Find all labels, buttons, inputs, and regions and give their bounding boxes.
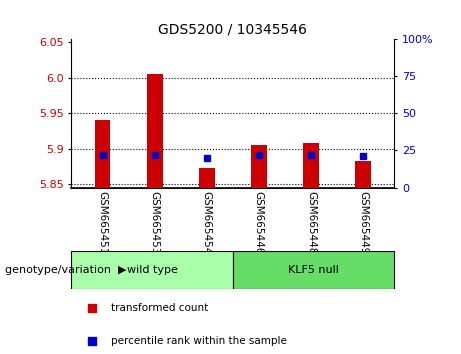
Text: percentile rank within the sample: percentile rank within the sample [111,336,287,346]
Bar [355,161,371,188]
Bar [303,143,319,188]
Text: GSM665448: GSM665448 [306,191,316,254]
Bar [199,168,214,188]
Bar [251,145,266,188]
Text: GSM665449: GSM665449 [358,191,368,254]
Bar [147,74,163,188]
Text: KLF5 null: KLF5 null [288,265,339,275]
Text: GSM665446: GSM665446 [254,191,264,254]
Bar [71,251,233,289]
Text: GSM665453: GSM665453 [150,191,160,254]
Bar [95,120,111,188]
Text: wild type: wild type [127,265,177,275]
Bar [233,251,394,289]
Title: GDS5200 / 10345546: GDS5200 / 10345546 [159,22,307,36]
Text: GSM665451: GSM665451 [98,191,108,254]
Text: genotype/variation  ▶: genotype/variation ▶ [5,265,126,275]
Text: GSM665454: GSM665454 [202,191,212,254]
Text: transformed count: transformed count [111,303,208,313]
